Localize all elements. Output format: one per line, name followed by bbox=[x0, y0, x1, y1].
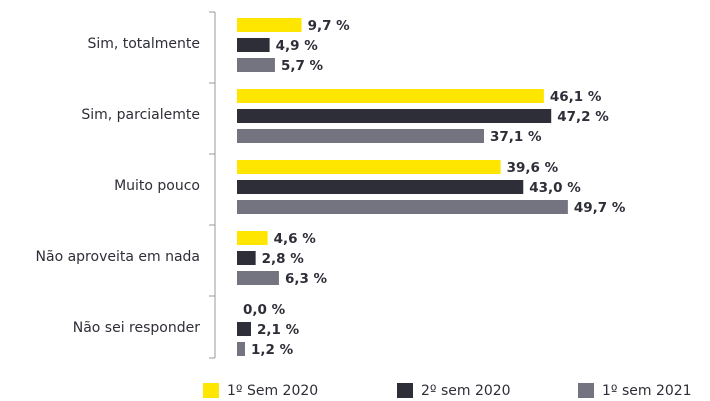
bar bbox=[237, 251, 256, 265]
category-label: Sim, totalmente bbox=[87, 36, 200, 52]
value-label: 4,9 % bbox=[276, 38, 319, 54]
bar bbox=[237, 200, 568, 214]
bar bbox=[237, 322, 251, 336]
value-label: 2,1 % bbox=[257, 322, 300, 338]
value-label: 0,0 % bbox=[243, 302, 286, 318]
value-label: 6,3 % bbox=[285, 271, 328, 287]
bar bbox=[237, 89, 544, 103]
bar bbox=[237, 109, 552, 123]
bar bbox=[237, 129, 484, 143]
category-label: Não aproveita em nada bbox=[36, 249, 200, 265]
legend-label: 1º sem 2021 bbox=[602, 383, 692, 399]
legend-label: 2º sem 2020 bbox=[421, 383, 511, 399]
value-label: 47,2 % bbox=[557, 109, 609, 125]
bar bbox=[237, 18, 302, 32]
category-label: Muito pouco bbox=[114, 178, 200, 194]
value-label: 9,7 % bbox=[308, 18, 351, 34]
value-label: 1,2 % bbox=[251, 342, 294, 358]
legend-swatch bbox=[578, 383, 594, 398]
bar bbox=[237, 180, 524, 194]
bar bbox=[237, 160, 501, 174]
value-label: 4,6 % bbox=[274, 231, 317, 247]
value-label: 39,6 % bbox=[507, 160, 559, 176]
bar bbox=[237, 231, 268, 245]
category-label: Sim, parcialemte bbox=[81, 107, 200, 123]
bar bbox=[237, 58, 275, 72]
legend-label: 1º Sem 2020 bbox=[227, 383, 318, 399]
value-label: 37,1 % bbox=[490, 129, 542, 145]
value-label: 5,7 % bbox=[281, 58, 324, 74]
bar bbox=[237, 342, 245, 356]
value-label: 2,8 % bbox=[262, 251, 305, 267]
legend-swatch bbox=[203, 383, 219, 398]
value-label: 46,1 % bbox=[550, 89, 602, 105]
bar bbox=[237, 38, 270, 52]
bar bbox=[237, 271, 279, 285]
legend-swatch bbox=[397, 383, 413, 398]
category-label: Não sei responder bbox=[73, 320, 200, 336]
value-label: 43,0 % bbox=[529, 180, 581, 196]
value-label: 49,7 % bbox=[574, 200, 626, 216]
